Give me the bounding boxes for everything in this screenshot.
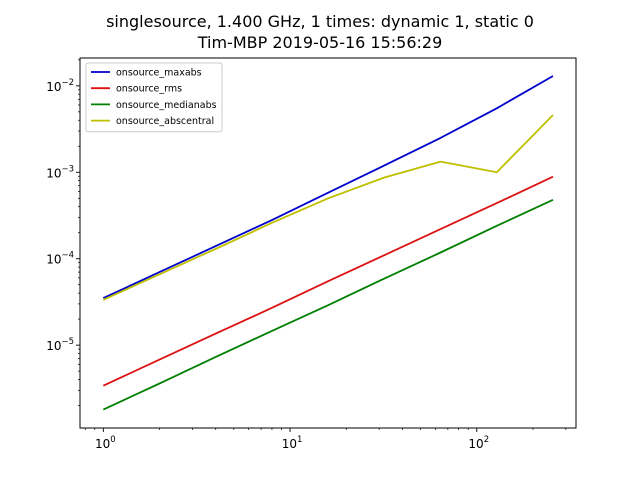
y-tick-label-exponent: −4 <box>61 251 74 261</box>
y-tick-label-base: 10 <box>46 166 61 180</box>
legend-label-onsource_medianabs: onsource_medianabs <box>116 100 217 111</box>
series-line-onsource_maxabs <box>102 75 554 299</box>
y-tick-label-exponent: −5 <box>61 337 74 347</box>
legend-label-onsource_maxabs: onsource_maxabs <box>116 68 202 79</box>
axes-frame <box>79 57 577 429</box>
x-tick-label: 101 <box>282 435 303 451</box>
x-tick-label-base: 10 <box>95 437 110 451</box>
y-tick-label: 10−2 <box>46 78 74 94</box>
y-tick-label-base: 10 <box>46 339 61 353</box>
series-line-onsource_medianabs <box>102 199 554 411</box>
y-tick-label: 10−4 <box>46 251 74 267</box>
legend-box <box>85 62 223 133</box>
x-tick-label-base: 10 <box>282 437 297 451</box>
x-tick-label-exponent: 0 <box>110 435 115 445</box>
x-tick-label-base: 10 <box>468 437 483 451</box>
series-line-onsource_rms <box>102 175 554 387</box>
chart-title-line-1: singlesource, 1.400 GHz, 1 times: dynami… <box>106 12 534 31</box>
chart-title-line-2: Tim-MBP 2019-05-16 15:56:29 <box>197 33 443 52</box>
y-tick-label: 10−3 <box>46 164 74 180</box>
x-tick-label-exponent: 1 <box>297 435 302 445</box>
y-tick-label-exponent: −2 <box>61 78 74 88</box>
series-line-onsource_abscentral <box>102 114 554 301</box>
y-tick-label-base: 10 <box>46 80 61 94</box>
x-tick-label: 102 <box>468 435 489 451</box>
y-tick-label: 10−5 <box>46 337 74 353</box>
y-tick-label-base: 10 <box>46 253 61 267</box>
y-tick-label-exponent: −3 <box>61 164 74 174</box>
legend-label-onsource_abscentral: onsource_abscentral <box>116 116 214 127</box>
legend-label-onsource_rms: onsource_rms <box>116 84 182 95</box>
x-tick-label: 100 <box>95 435 116 451</box>
x-tick-label-exponent: 2 <box>484 435 489 445</box>
